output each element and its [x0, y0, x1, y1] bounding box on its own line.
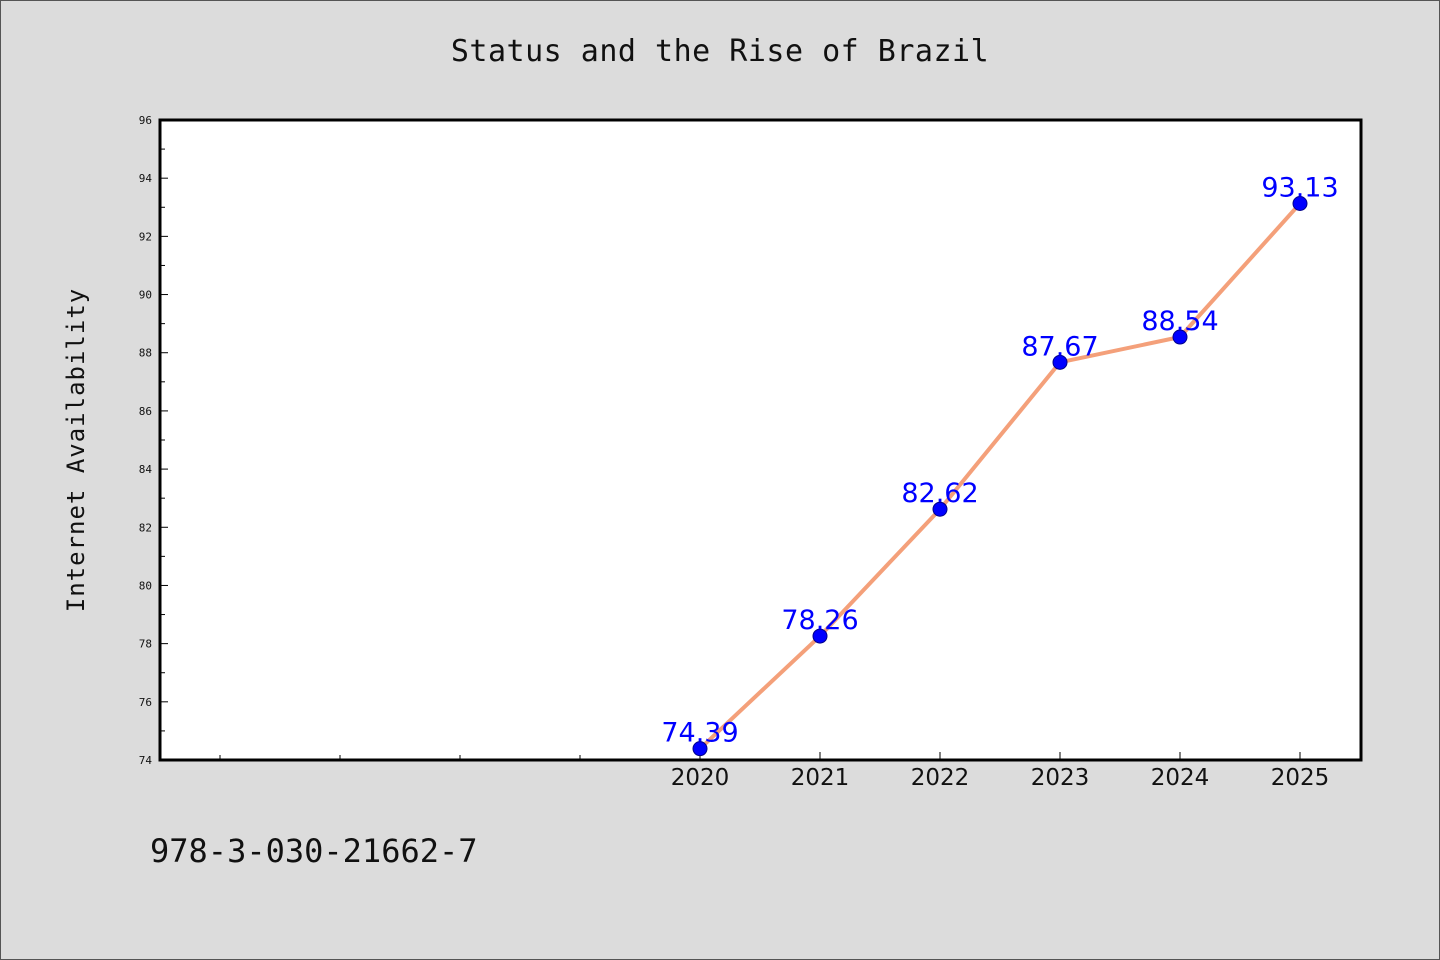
y-tick-label: 78	[139, 638, 152, 651]
plot-area	[158, 118, 1363, 762]
data-point	[1052, 354, 1068, 370]
data-label: 88.54	[1141, 306, 1218, 337]
y-tick-label: 76	[139, 696, 152, 709]
series-line	[698, 202, 1302, 751]
y-tick-label: 90	[139, 289, 152, 302]
y-tick-label: 94	[139, 172, 153, 185]
x-tick-label: 2025	[1271, 765, 1330, 791]
data-labels: 74.39 78.26 82.62 87.67 88.54 93.13	[661, 172, 1338, 748]
data-label: 74.39	[661, 718, 738, 749]
y-tick-label: 84	[139, 463, 153, 476]
y-axis: 74 76 78 80 82 84 86 88 90 92 94 96	[139, 114, 168, 767]
x-tick-label: 2022	[911, 765, 970, 791]
data-label: 93.13	[1261, 172, 1338, 203]
y-tick-label: 80	[139, 579, 152, 592]
x-tick-label: 2024	[1151, 765, 1210, 791]
y-tick-label: 88	[139, 347, 152, 360]
data-label: 78.26	[781, 605, 858, 636]
y-tick-label: 92	[139, 230, 152, 243]
chart-title: Status and the Rise of Brazil	[450, 34, 990, 69]
data-series	[692, 195, 1308, 757]
y-tick-label: 96	[139, 114, 152, 127]
isbn-footnote: 978-3-030-21662-7	[150, 832, 478, 870]
data-point	[1292, 195, 1308, 211]
y-tick-label: 74	[139, 754, 153, 767]
data-point	[1172, 329, 1188, 345]
y-tick-label: 82	[139, 521, 152, 534]
x-axis: 2020 2021 2022 2023 2024 2025	[219, 752, 1330, 791]
x-tick-label: 2020	[671, 765, 730, 791]
data-point	[812, 628, 828, 644]
data-label: 87.67	[1021, 331, 1098, 362]
data-point	[932, 501, 948, 517]
x-tick-label: 2021	[791, 765, 850, 791]
y-tick-label: 86	[139, 405, 152, 418]
data-point	[692, 741, 708, 757]
data-label: 82.62	[901, 478, 978, 509]
x-tick-label: 2023	[1031, 765, 1090, 791]
